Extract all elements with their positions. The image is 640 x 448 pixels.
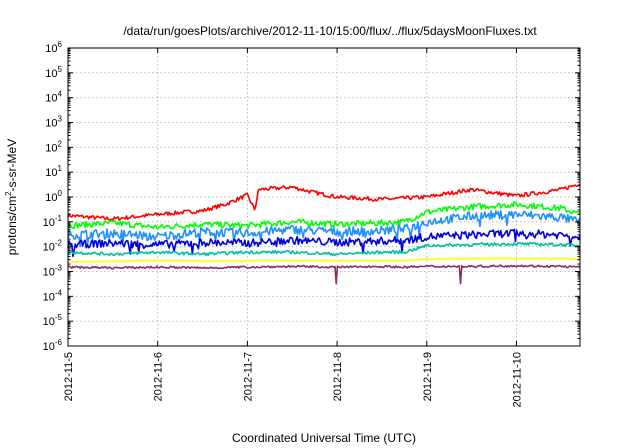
series-line-6 (67, 257, 581, 263)
y-tick-label-base: 10 (43, 341, 55, 353)
y-tick-label-base: 10 (45, 192, 57, 204)
y-axis-label-base: protons/cm (5, 196, 19, 255)
y-tick-label-exp: -1 (55, 214, 63, 223)
y-tick-label-base: 10 (43, 316, 55, 328)
y-tick-label: 101 (45, 164, 62, 179)
x-tick-labels: 2012-11-5 2012-11-6 2012-11-7 2012-11-8 2012… (63, 352, 523, 407)
y-tick-label-base: 10 (43, 291, 55, 303)
y-tick-label-base: 10 (45, 118, 57, 130)
y-tick-label-base: 10 (45, 167, 57, 179)
y-tick-label-exp: 6 (58, 40, 63, 49)
series-line-3 (67, 210, 581, 248)
y-tick-label: 10-2 (43, 239, 63, 254)
x-tick-label: 2012-11-8 (332, 352, 344, 401)
y-tick-label: 103 (45, 115, 62, 130)
y-tick-label-exp: 5 (58, 65, 63, 74)
y-tick-label-base: 10 (43, 217, 55, 229)
y-tick-label: 10-1 (43, 214, 63, 229)
y-axis-label-sup: 2 (4, 191, 13, 196)
y-tick-label-base: 10 (45, 93, 57, 105)
y-tick-label-base: 10 (43, 242, 55, 254)
series-line-5 (67, 241, 581, 257)
y-tick-label-base: 10 (45, 142, 57, 154)
x-tick-label: 2012-11-6 (153, 352, 165, 401)
series-layer (67, 183, 581, 285)
y-tick-label-exp: -6 (55, 338, 63, 347)
y-axis-label: protons/cm2-s-sr-MeV (4, 139, 19, 255)
y-tick-label: 10-5 (43, 313, 63, 328)
y-tick-label-exp: 2 (58, 139, 63, 148)
y-tick-label-base: 10 (45, 68, 57, 80)
y-tick-label: 102 (45, 139, 62, 154)
x-tick-label: 2012-11-9 (422, 352, 434, 401)
ticks (67, 47, 580, 347)
y-tick-label-base: 10 (45, 43, 57, 55)
chart-title: /data/run/goesPlots/archive/2012-11-10/1… (123, 24, 537, 38)
x-tick-label: 2012-11-7 (242, 352, 254, 401)
y-tick-labels: 10-610-510-410-310-210-11001011021031041… (43, 40, 63, 353)
x-tick-label: 2012-11-10 (511, 352, 523, 407)
series-line-1 (67, 183, 581, 221)
y-tick-label-exp: -5 (55, 313, 63, 322)
series-line-4 (67, 228, 581, 258)
x-axis-label: Coordinated Universal Time (UTC) (232, 431, 416, 445)
y-tick-label-base: 10 (43, 267, 55, 279)
y-tick-label-exp: 3 (58, 115, 63, 124)
series-line-7 (67, 264, 581, 285)
y-tick-label-exp: -3 (55, 264, 63, 273)
series-line-2 (67, 201, 581, 230)
y-tick-label: 10-3 (43, 264, 63, 279)
y-tick-label-exp: -4 (55, 288, 63, 297)
y-tick-label: 10-6 (43, 338, 63, 353)
y-tick-label: 104 (45, 90, 62, 105)
y-tick-label-exp: 1 (58, 164, 63, 173)
y-tick-label-exp: 4 (58, 90, 63, 99)
y-tick-label-exp: 0 (58, 189, 63, 198)
y-axis-label-rest: -s-sr-MeV (5, 139, 19, 192)
x-tick-label: 2012-11-5 (63, 352, 75, 401)
y-tick-label: 105 (45, 65, 62, 80)
y-tick-label: 10-4 (43, 288, 63, 303)
y-tick-label-exp: -2 (55, 239, 63, 248)
y-tick-label: 100 (45, 189, 62, 204)
y-tick-label: 106 (45, 40, 62, 55)
